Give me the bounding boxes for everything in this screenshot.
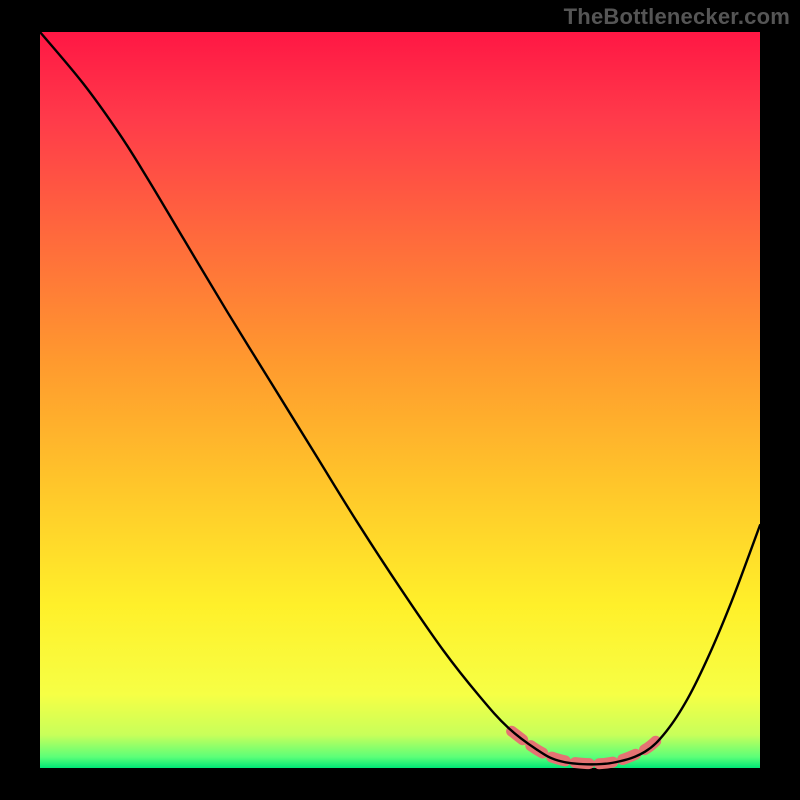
watermark-text: TheBottlenecker.com [564,4,790,30]
plot-gradient-background [40,32,760,768]
bottleneck-curve-chart [0,0,800,800]
chart-container: TheBottlenecker.com [0,0,800,800]
